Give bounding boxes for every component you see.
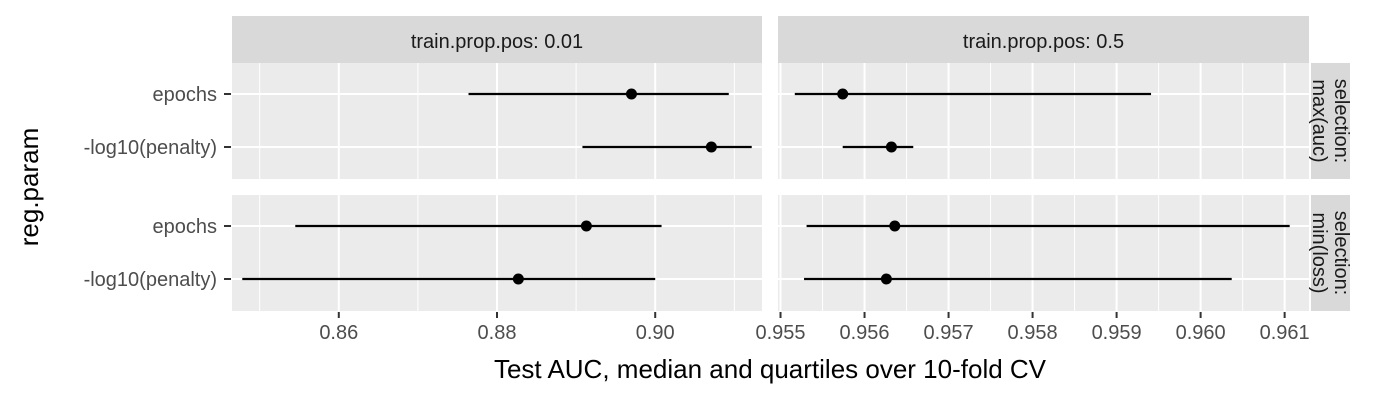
x-tick-label: 0.959 (1092, 322, 1142, 344)
y-tick-label: -log10(penalty) (84, 269, 217, 291)
row-strip (1311, 63, 1350, 179)
median-point (889, 220, 901, 232)
y-tick-label: epochs (153, 216, 218, 238)
x-tick-label: 0.957 (924, 322, 974, 344)
column-strip (232, 16, 762, 63)
median-point (625, 88, 637, 100)
y-tick-label: epochs (153, 84, 218, 106)
x-tick-label: 0.958 (1008, 322, 1058, 344)
x-axis-title: Test AUC, median and quartiles over 10-f… (494, 354, 1047, 384)
panel-background (778, 195, 1309, 311)
column-strip-label: train.prop.pos: 0.01 (411, 31, 583, 53)
row-strip-label: selection:min(loss) (1308, 211, 1352, 296)
column-strip (778, 16, 1309, 63)
x-tick-label: 0.955 (755, 322, 805, 344)
x-tick-label: 0.961 (1260, 322, 1310, 344)
x-tick-label: 0.88 (478, 322, 517, 344)
y-tick-label: -log10(penalty) (84, 137, 217, 159)
median-point (512, 273, 524, 285)
x-tick-label: 0.960 (1176, 322, 1226, 344)
x-tick-label: 0.86 (319, 322, 358, 344)
x-tick-label: 0.90 (636, 322, 675, 344)
column-strip-label: train.prop.pos: 0.5 (963, 31, 1124, 53)
x-tick-label: 0.956 (840, 322, 890, 344)
row-strip (1311, 195, 1350, 311)
row-strip-label: selection:max(auc) (1308, 79, 1352, 164)
y-axis-title: reg.param (14, 128, 44, 247)
median-point (705, 141, 717, 153)
panel-background (778, 63, 1309, 179)
median-point (880, 273, 892, 285)
median-point (837, 88, 849, 100)
median-point (885, 141, 897, 153)
median-point (580, 220, 592, 232)
